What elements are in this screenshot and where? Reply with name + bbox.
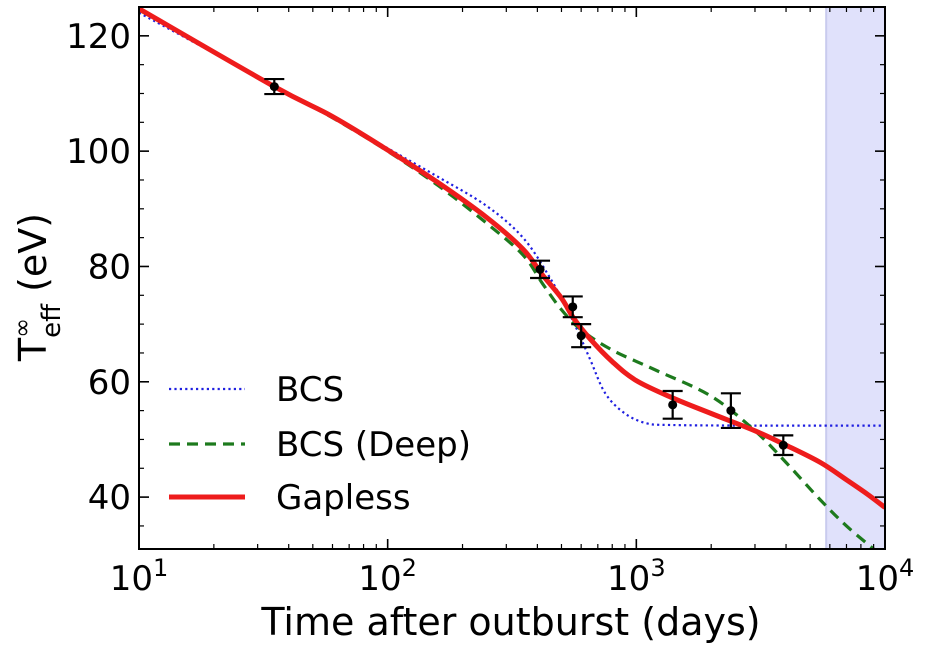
observation-point [720, 392, 741, 430]
y-axis-label: T∞eff (eV) [8, 213, 67, 362]
legend-label: Gapless [276, 478, 411, 518]
y-tick-label: 80 [88, 247, 131, 287]
y-tick-label: 60 [88, 363, 131, 403]
x-tick-label: 101 [110, 554, 169, 599]
legend-entry-gapless: Gapless [169, 478, 411, 518]
x-tick-label: 103 [607, 554, 666, 599]
observation-point [662, 389, 683, 420]
x-axis-label: Time after outburst (days) [260, 600, 760, 644]
observation-point [264, 77, 285, 96]
series-line-bcs-deep [139, 8, 875, 549]
observation-point [562, 295, 583, 319]
series-line-gapless [139, 7, 885, 510]
y-tick-label: 120 [66, 17, 131, 57]
y-axis-label-main: T [11, 337, 55, 362]
data-marker [576, 331, 586, 341]
legend-entry-bcs: BCS [169, 370, 344, 410]
shaded-region [826, 7, 885, 549]
data-marker [668, 400, 678, 410]
x-tick-label: 102 [358, 554, 417, 599]
plot-frame [138, 6, 886, 550]
legend-label: BCS (Deep) [276, 425, 471, 465]
x-tick-label: 104 [856, 554, 915, 599]
legend: BCS BCS (Deep) Gapless [169, 370, 471, 518]
legend-entry-bcs-deep: BCS (Deep) [169, 425, 471, 465]
observation-point [571, 323, 592, 349]
data-marker [726, 406, 736, 416]
data-marker [778, 440, 788, 450]
observation-point [773, 434, 794, 457]
y-tick-label: 100 [66, 132, 131, 172]
data-marker [269, 82, 279, 92]
y-axis-label-unit: (eV) [11, 213, 55, 304]
legend-label: BCS [276, 370, 344, 410]
y-tick-label: 40 [88, 478, 131, 518]
data-marker [568, 302, 578, 312]
observation-point [530, 259, 551, 280]
data-marker [535, 264, 545, 274]
y-axis-label-sub: eff [37, 303, 67, 338]
y-axis-label-super: ∞ [8, 318, 36, 338]
